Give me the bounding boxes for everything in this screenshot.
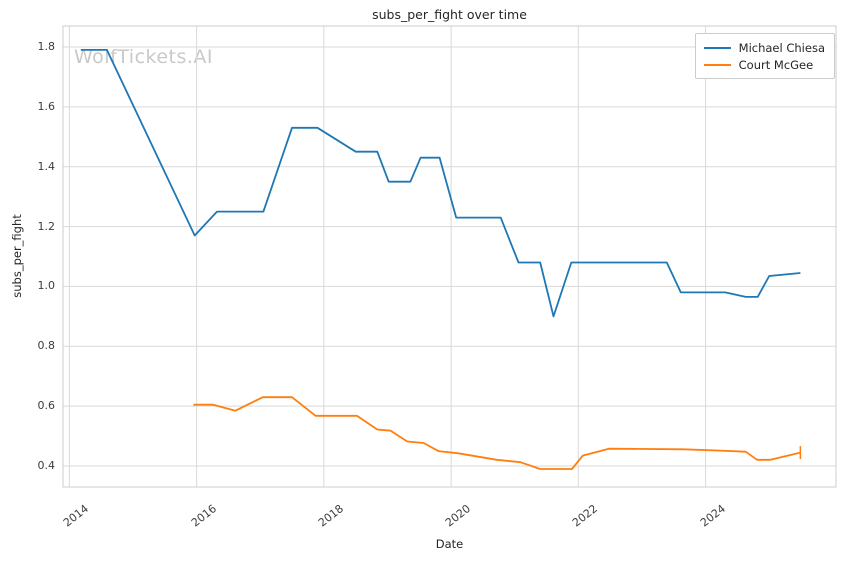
series-line-court-mcgee [193, 396, 801, 470]
legend-line-swatch [703, 63, 731, 66]
legend-line-swatch [703, 46, 731, 49]
plot-border [62, 25, 837, 488]
legend-item: Michael Chiesa [703, 39, 825, 56]
legend: Michael Chiesa Court McGee [694, 33, 835, 79]
series-line-michael-chiesa [80, 49, 801, 318]
legend-label: Michael Chiesa [738, 40, 825, 55]
legend-item: Court McGee [703, 56, 825, 73]
legend-label: Court McGee [738, 57, 814, 72]
